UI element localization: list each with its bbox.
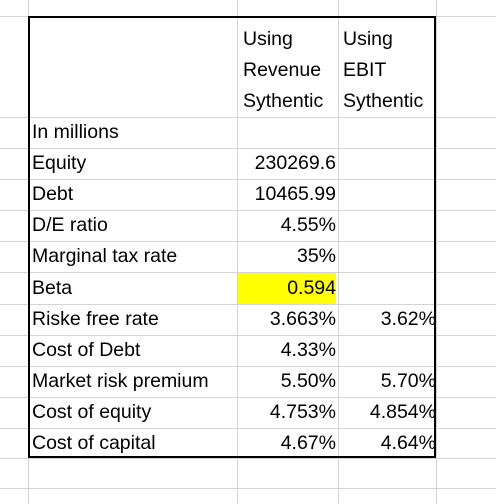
row-label[interactable]: Cost of capital: [32, 432, 156, 454]
gridline: [0, 210, 496, 211]
row-label[interactable]: Cost of Debt: [32, 339, 141, 361]
row-label[interactable]: Cost of equity: [32, 401, 152, 423]
value-cell[interactable]: 3.663%: [269, 308, 336, 330]
gridline: [0, 148, 496, 149]
gridline: [0, 458, 496, 459]
header-cell[interactable]: Revenue: [243, 59, 322, 81]
gridline: [0, 117, 496, 118]
row-label[interactable]: Debt: [32, 183, 74, 205]
header-cell[interactable]: Using: [243, 28, 293, 50]
row-label[interactable]: Market risk premium: [32, 370, 209, 392]
gridline: [0, 335, 496, 336]
value-cell[interactable]: 5.50%: [280, 370, 336, 392]
value-cell[interactable]: 4.753%: [269, 401, 336, 423]
row-label[interactable]: D/E ratio: [32, 214, 108, 236]
row-label[interactable]: Marginal tax rate: [32, 245, 178, 267]
gridline: [0, 304, 496, 305]
row-label[interactable]: In millions: [32, 121, 119, 143]
gridline: [0, 241, 496, 242]
value-cell[interactable]: 4.67%: [280, 432, 336, 454]
gridline: [237, 0, 238, 504]
gridline: [0, 179, 496, 180]
gridline: [436, 0, 437, 504]
header-cell[interactable]: EBIT: [343, 59, 387, 81]
beta-highlight-fill: [238, 273, 336, 304]
header-cell[interactable]: Sythentic: [243, 90, 324, 112]
value-cell[interactable]: 4.854%: [369, 401, 436, 423]
gridline: [0, 397, 496, 398]
value-cell[interactable]: 4.55%: [280, 214, 336, 236]
row-label[interactable]: Riske free rate: [32, 308, 159, 330]
header-cell[interactable]: Sythentic: [343, 90, 424, 112]
value-cell[interactable]: 35%: [296, 245, 336, 267]
gridline: [0, 366, 496, 367]
value-cell[interactable]: 4.33%: [280, 339, 336, 361]
row-label[interactable]: Beta: [32, 277, 73, 299]
gridline: [0, 488, 496, 489]
value-cell[interactable]: 5.70%: [380, 370, 436, 392]
value-cell[interactable]: 4.64%: [380, 432, 436, 454]
row-label[interactable]: Equity: [32, 152, 87, 174]
value-cell[interactable]: 230269.6: [254, 152, 336, 174]
gridline: [0, 428, 496, 429]
gridline: [338, 0, 339, 504]
table-border: [28, 16, 436, 458]
value-cell[interactable]: 10465.99: [254, 183, 336, 205]
gridline: [0, 272, 496, 273]
value-cell[interactable]: 3.62%: [380, 308, 436, 330]
beta-value-cell[interactable]: 0.594: [287, 277, 336, 299]
header-cell[interactable]: Using: [343, 28, 393, 50]
